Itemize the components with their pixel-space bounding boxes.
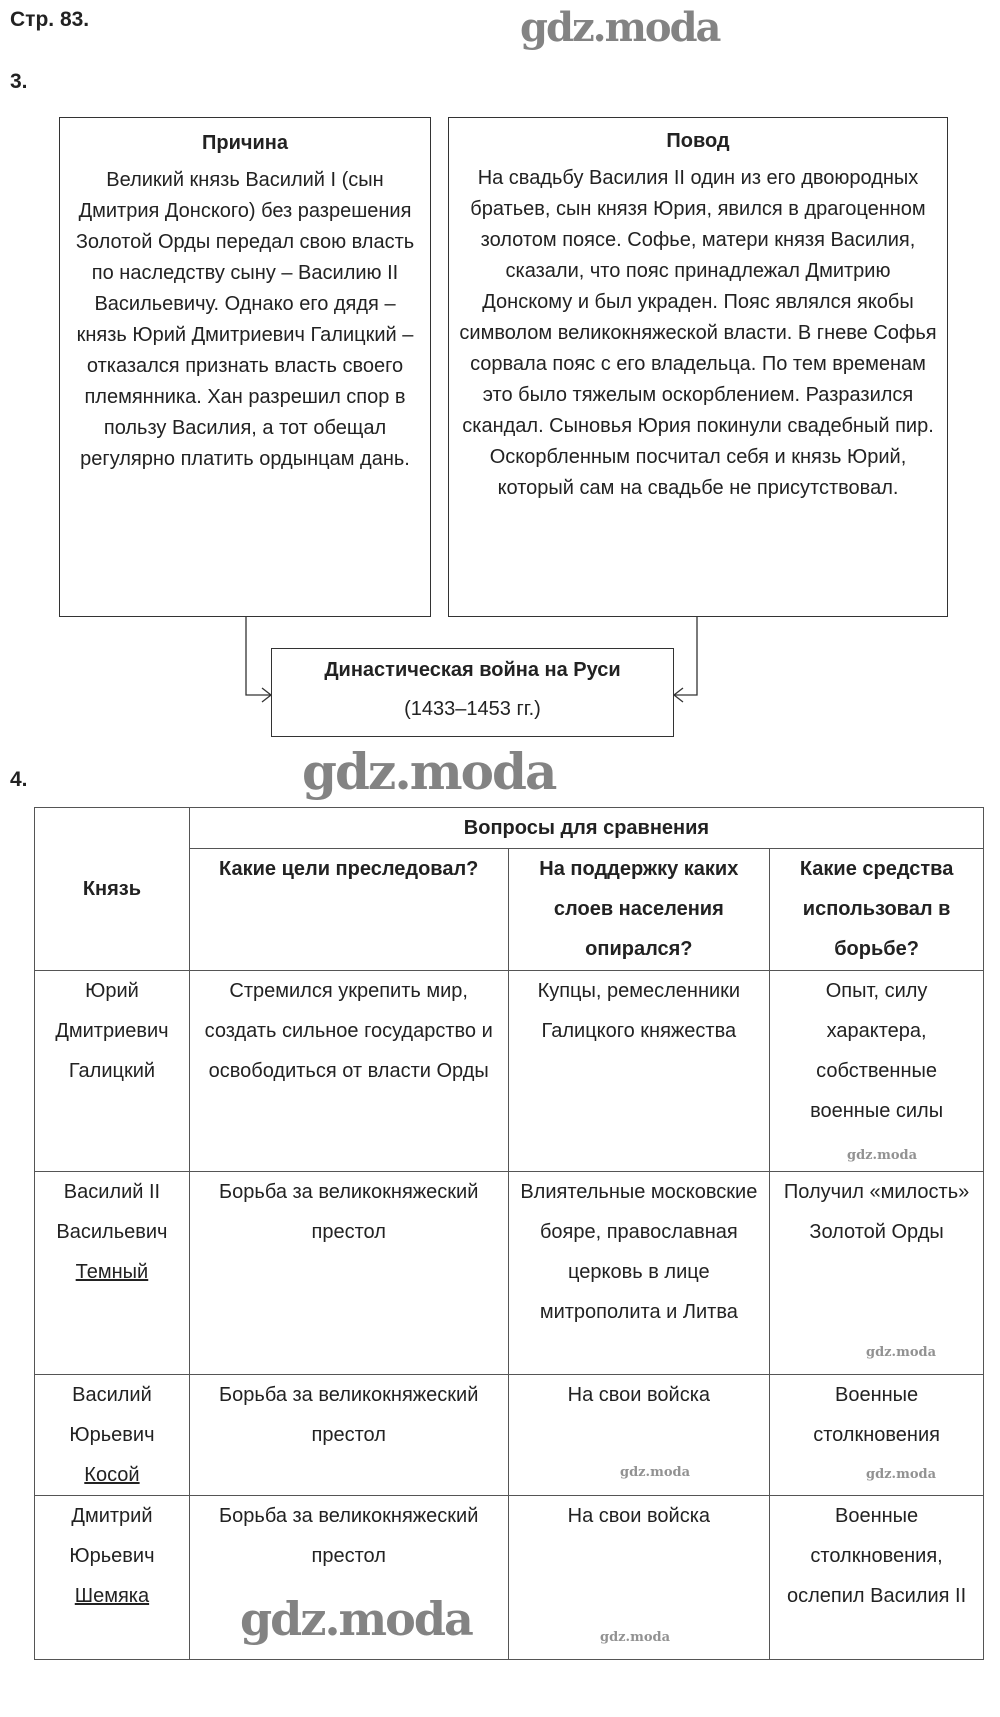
connector-arrows xyxy=(245,617,698,703)
result-years: (1433–1453 гг.) xyxy=(404,698,541,720)
task-4-number: 4. xyxy=(10,768,28,791)
table-row: Юрий Дмитриевич Галицкий Стремился укрепи… xyxy=(34,970,984,1172)
support-cell: Влиятельные московские бояре, православн… xyxy=(507,1171,771,1375)
support-cell: Купцы, ремесленники Галицкого княжества xyxy=(507,970,771,1172)
cause-box: Причина Великий князь Василий I (сын Дми… xyxy=(59,117,431,617)
support-cell: На свои войска xyxy=(507,1374,771,1496)
arrow-from-occasion xyxy=(674,617,698,696)
prince-nickname: Шемяка xyxy=(74,1585,150,1607)
table-row: Дмитрий Юрьевич Шемяка Борьба за великокн… xyxy=(34,1495,984,1660)
header-means: Какие средства использовал в борьбе? xyxy=(769,848,984,971)
prince-name: Василий II Васильевич xyxy=(56,1181,168,1243)
cause-title: Причина xyxy=(202,132,288,154)
occasion-text: На свадьбу Василия II один из его двоюро… xyxy=(459,167,937,499)
prince-name: Василий Юрьевич xyxy=(69,1384,155,1446)
means-cell: Получил «милость» Золотой Орды xyxy=(769,1171,984,1375)
occasion-title: Повод xyxy=(666,130,730,152)
support-cell: На свои войска xyxy=(507,1495,771,1660)
prince-name: Юрий Дмитриевич xyxy=(55,980,169,1042)
result-title: Династическая война на Руси xyxy=(324,659,621,681)
goals-cell: Борьба за великокняжеский престол xyxy=(188,1171,509,1375)
table-row: Василий II Васильевич Темный Борьба за ве… xyxy=(34,1171,984,1375)
header-goals: Какие цели преследовал? xyxy=(188,848,509,971)
goals-cell: Борьба за великокняжеский престол xyxy=(188,1374,509,1496)
occasion-box: Повод На свадьбу Василия II один из его … xyxy=(448,117,948,617)
prince-cell: Юрий Дмитриевич Галицкий xyxy=(34,970,190,1172)
prince-nickname: Галицкий xyxy=(68,1060,156,1082)
task-3-number: 3. xyxy=(10,70,28,93)
prince-cell: Василий II Васильевич Темный xyxy=(34,1171,190,1375)
means-cell: Военные столкновения, ослепил Василия II xyxy=(769,1495,984,1660)
goals-cell: Борьба за великокняжеский престол xyxy=(188,1495,509,1660)
arrow-from-cause xyxy=(245,617,271,696)
prince-cell: Василий Юрьевич Косой xyxy=(34,1374,190,1496)
result-box: Династическая война на Руси (1433–1453 г… xyxy=(271,648,674,737)
prince-nickname: Косой xyxy=(84,1464,140,1486)
goals-cell: Стремился укрепить мир, создать сильное … xyxy=(188,970,509,1172)
prince-nickname: Темный xyxy=(75,1261,149,1283)
prince-cell: Дмитрий Юрьевич Шемяка xyxy=(34,1495,190,1660)
prince-name: Дмитрий Юрьевич xyxy=(69,1505,155,1567)
comparison-table: Князь Вопросы для сравнения Какие цели п… xyxy=(34,807,985,1660)
means-cell: Опыт, силу характера, собственные военны… xyxy=(769,970,984,1172)
table-row: Василий Юрьевич Косой Борьба за великокня… xyxy=(34,1374,984,1496)
cause-text: Великий князь Василий I (сын Дмитрия Дон… xyxy=(75,169,415,470)
header-prince: Князь xyxy=(34,807,190,971)
page-label: Стр. 83. xyxy=(10,8,90,31)
header-support: На поддержку каких слоев населения опира… xyxy=(507,848,771,971)
header-group: Вопросы для сравнения xyxy=(188,807,985,849)
means-cell: Военные столкновения xyxy=(769,1374,984,1496)
